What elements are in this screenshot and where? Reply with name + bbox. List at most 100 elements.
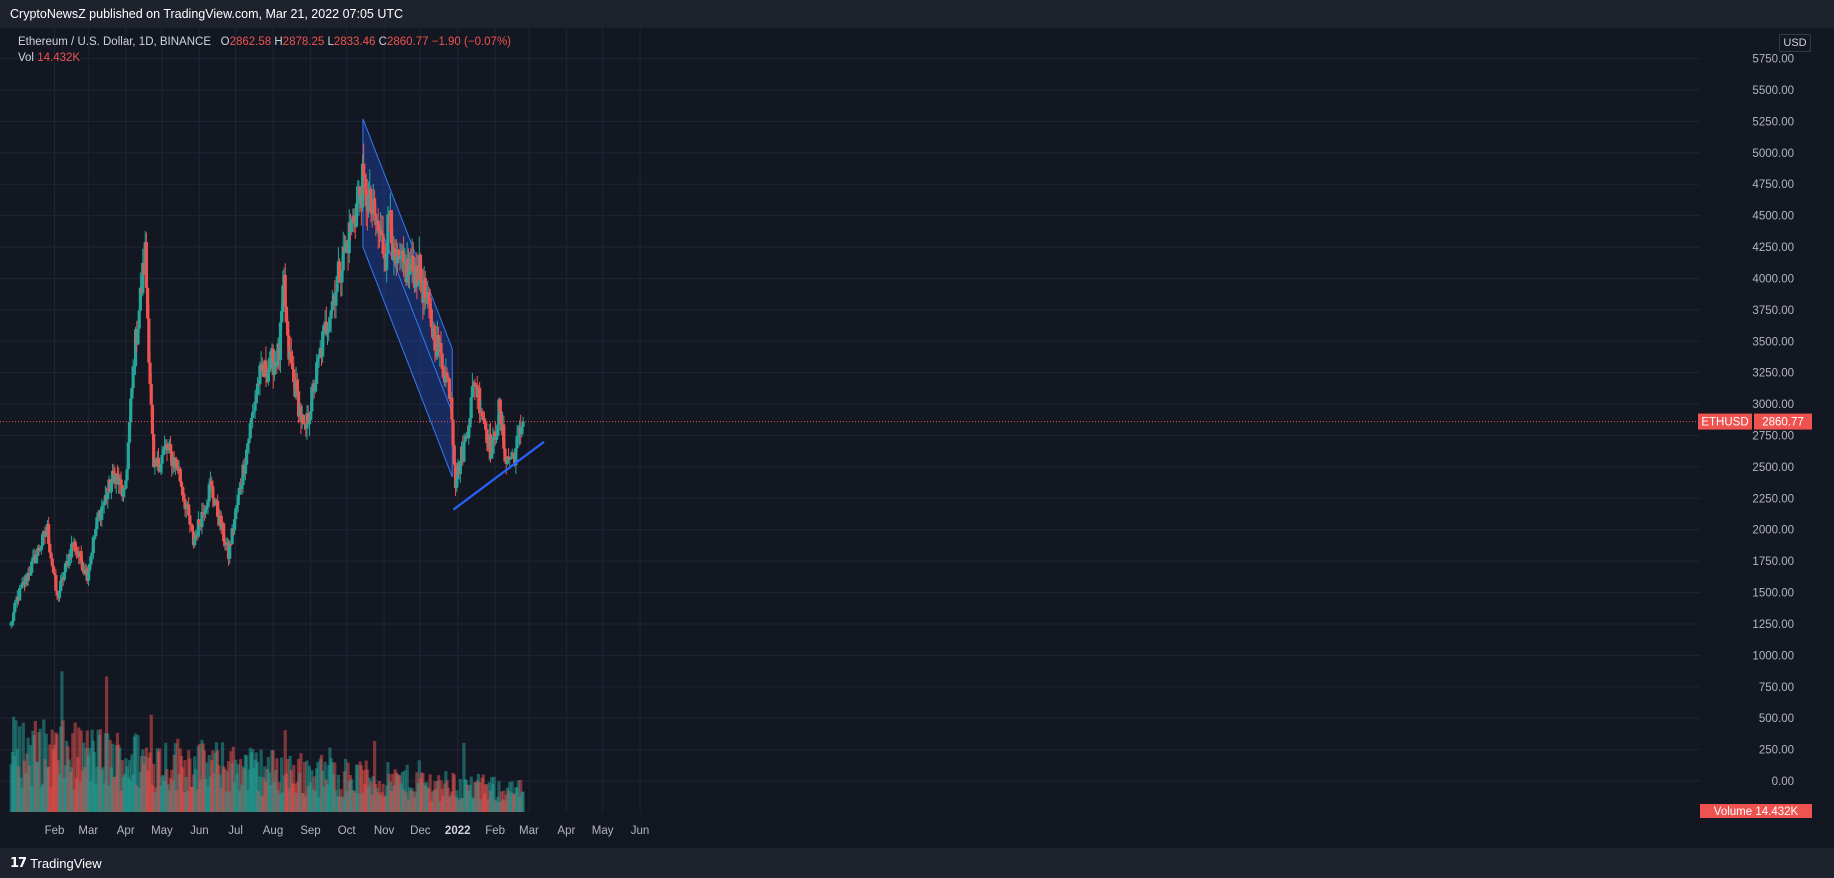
candle-body — [150, 404, 155, 435]
chart-area[interactable]: 5750.00 5500.00 5250.00 5000.00 4750.00 4500.… — [0, 28, 1834, 848]
price-tick-label: 5250.00 — [1752, 116, 1794, 128]
candle-body — [415, 265, 419, 286]
time-tick-label: Feb — [485, 825, 505, 837]
candle-body — [502, 424, 506, 449]
currency-button[interactable]: USD — [1779, 34, 1811, 52]
candle-body — [272, 362, 276, 375]
candle-body — [249, 417, 254, 424]
price-chart[interactable]: 5750.00 5500.00 5250.00 5000.00 4750.00 4500.… — [0, 28, 1834, 848]
volume-bar — [158, 748, 162, 812]
candle-body — [230, 528, 234, 545]
price-tick-label: 750.00 — [1759, 682, 1794, 694]
volume-bar — [236, 764, 240, 812]
volume-bar — [136, 735, 140, 812]
price-tick-label: 5750.00 — [1752, 54, 1794, 66]
candle-body — [269, 351, 273, 369]
candle-body — [283, 274, 287, 307]
volume-bars — [9, 671, 525, 812]
candle-body — [497, 399, 501, 425]
volume-bar — [275, 758, 279, 812]
candle-body — [439, 343, 443, 354]
volume-bar — [485, 784, 489, 812]
open-label: O — [220, 36, 230, 48]
candle-body — [313, 383, 318, 392]
candle-body — [121, 489, 126, 497]
candle-body — [187, 504, 191, 516]
candle-body — [510, 452, 514, 458]
candle-body — [111, 470, 115, 483]
candle-body — [38, 549, 42, 552]
chart-legend[interactable]: Ethereum / U.S. Dollar, 1D, BINANCE O286… — [18, 36, 511, 48]
candle-body — [473, 382, 477, 387]
volume-bar — [333, 762, 337, 812]
candle-body — [148, 362, 152, 384]
candle-body — [156, 457, 161, 468]
close-value: 2860.77 — [386, 36, 429, 48]
candle-body — [39, 545, 43, 550]
volume-bar — [92, 752, 97, 812]
volume-bar — [299, 753, 303, 812]
candle-body — [162, 446, 167, 450]
candle-body — [267, 368, 272, 370]
volume-bar — [302, 761, 307, 812]
volume-tag-label: Volume 14.432K — [1714, 806, 1799, 818]
candle-body — [125, 469, 129, 481]
candle-body — [181, 486, 185, 496]
close-label: C — [378, 36, 387, 48]
footer-bar — [0, 848, 1834, 878]
candle-body — [340, 270, 344, 283]
candle-body — [176, 466, 180, 471]
candle-body — [100, 506, 104, 520]
candle-body — [369, 188, 373, 214]
candle-body — [352, 215, 356, 224]
candle-body — [129, 398, 133, 422]
candle-body — [126, 442, 130, 470]
volume-bar — [38, 728, 42, 812]
candle-body — [484, 423, 488, 430]
candle-body — [182, 495, 186, 500]
candle-body — [69, 543, 74, 558]
candle-body — [350, 219, 354, 233]
candle-body — [360, 163, 365, 208]
time-axis: Feb Mar Apr May Jun Jul Aug Sep Oct Nov Dec 2022 Feb… — [45, 825, 650, 837]
candle-body — [376, 220, 380, 231]
time-tick-label: Apr — [557, 825, 575, 837]
candle-body — [290, 363, 295, 370]
candle-body — [482, 419, 487, 424]
volume-bar — [403, 770, 407, 812]
candles — [9, 143, 525, 629]
tradingview-logo[interactable]: 17 TradingView — [10, 853, 102, 873]
candle-body — [136, 328, 140, 345]
volume-bar — [231, 746, 235, 812]
candle-body — [95, 517, 99, 530]
price-tick-label: 2500.00 — [1752, 462, 1794, 474]
candle-body — [478, 387, 482, 414]
volume-legend[interactable]: Vol 14.432K — [18, 52, 80, 64]
candle-body — [521, 421, 525, 427]
candle-body — [14, 601, 18, 603]
volume-bar — [286, 758, 290, 812]
price-tick-label: 5500.00 — [1752, 85, 1794, 97]
candle-body — [339, 282, 343, 284]
candle-body — [55, 590, 59, 596]
volume-bar — [149, 714, 153, 812]
volume-bar — [18, 726, 22, 812]
price-tick-label: 1000.00 — [1752, 650, 1794, 662]
time-tick-label: May — [151, 825, 173, 837]
price-axis: 5750.00 5500.00 5250.00 5000.00 4750.00 4500.… — [1752, 54, 1794, 788]
candle-body — [374, 213, 378, 226]
candle-body — [514, 448, 518, 466]
candle-body — [307, 420, 312, 425]
volume-bar — [344, 758, 348, 812]
volume-bar — [188, 758, 192, 812]
price-tick-label: 3750.00 — [1752, 305, 1794, 317]
candle-body — [317, 354, 321, 359]
time-tick-label: Feb — [45, 825, 65, 837]
candle-body — [354, 203, 359, 227]
candle-body — [284, 306, 289, 322]
candle-body — [507, 456, 511, 460]
candle-body — [241, 464, 245, 486]
candle-body — [130, 387, 134, 399]
volume-bar — [481, 774, 485, 812]
volume-bar — [428, 774, 432, 812]
